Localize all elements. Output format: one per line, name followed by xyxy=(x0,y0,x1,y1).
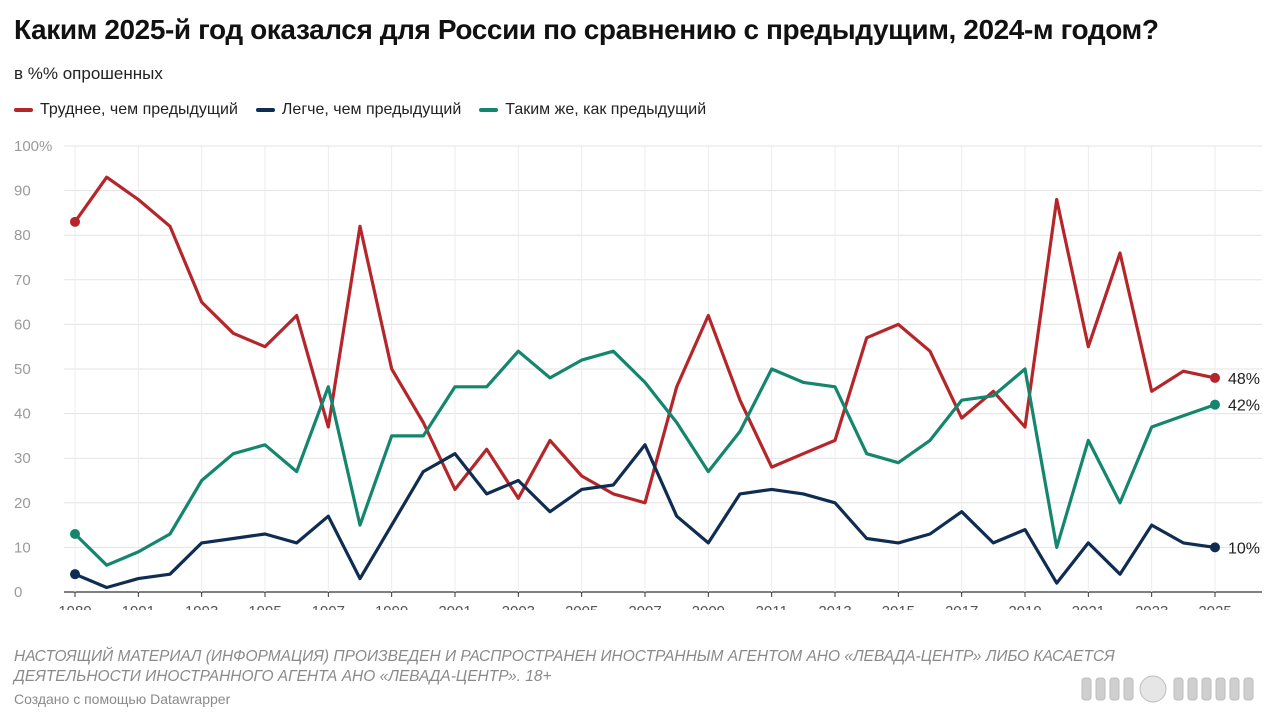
end-point-harder xyxy=(1210,372,1220,383)
legal-note: НАСТОЯЩИЙ МАТЕРИАЛ (ИНФОРМАЦИЯ) ПРОИЗВЕД… xyxy=(14,648,1115,685)
y-tick-label: 0 xyxy=(14,584,22,601)
legend-label-same: Таким же, как предыдущий xyxy=(505,101,707,118)
x-tick-label: 2019 xyxy=(1008,603,1041,610)
start-point-same xyxy=(70,529,80,540)
legend-swatch-easier xyxy=(255,108,275,112)
x-tick-label: 1989 xyxy=(58,603,91,610)
x-tick-label: 1997 xyxy=(312,603,345,610)
y-tick-label: 30 xyxy=(14,450,31,467)
end-label-same: 42% xyxy=(1228,398,1260,415)
legend: Труднее, чем предыдущий Легче, чем преды… xyxy=(14,101,706,119)
x-tick-label: 2007 xyxy=(628,603,661,610)
legend-item-easier: Легче, чем предыдущий xyxy=(255,101,462,119)
series-line-harder xyxy=(73,175,1217,505)
start-point-easier xyxy=(70,569,80,580)
legend-swatch-harder xyxy=(14,108,33,112)
watermark-logo-icon xyxy=(1081,675,1254,703)
x-tick-label: 2023 xyxy=(1135,603,1168,610)
x-tick-label: 2001 xyxy=(438,603,471,610)
y-tick-label: 40 xyxy=(14,406,31,423)
x-tick-label: 2025 xyxy=(1198,603,1231,610)
x-tick-label: 2013 xyxy=(818,603,851,610)
y-tick-label: 100% xyxy=(14,138,52,155)
x-tick-label: 1993 xyxy=(185,603,218,610)
y-tick-label: 10 xyxy=(14,539,31,556)
line-chart: 0 10 20 30 40 50 60 70 80 90 100% 1989 1991 1993 1995 1… xyxy=(14,138,1262,610)
end-label-harder: 48% xyxy=(1228,371,1260,388)
x-tick-label: 1991 xyxy=(122,603,155,610)
legend-swatch-same xyxy=(479,108,499,112)
legend-item-harder: Труднее, чем предыдущий xyxy=(14,101,238,119)
x-tick-label: 2003 xyxy=(502,603,535,610)
x-tick-label: 2011 xyxy=(756,603,788,610)
x-tick-label: 1995 xyxy=(248,603,281,610)
start-point-harder xyxy=(70,216,80,227)
series-line-same xyxy=(73,349,1217,567)
x-tick-label: 1999 xyxy=(375,603,408,610)
end-label-easier: 10% xyxy=(1228,540,1260,557)
datawrapper-credit: Создано с помощью Datawrapper xyxy=(14,691,231,707)
legend-label-harder: Труднее, чем предыдущий xyxy=(40,101,238,118)
y-tick-label: 20 xyxy=(14,495,31,512)
y-tick-label: 60 xyxy=(14,316,31,333)
chart-title: Каким 2025-й год оказался для России по … xyxy=(14,14,1159,45)
y-tick-label: 70 xyxy=(14,272,31,289)
y-tick-label: 90 xyxy=(14,183,31,200)
x-tick-label: 2017 xyxy=(945,603,978,610)
x-tick-label: 2021 xyxy=(1072,603,1105,610)
y-tick-label: 80 xyxy=(14,227,31,244)
legend-label-easier: Легче, чем предыдущий xyxy=(281,101,462,118)
x-tick-label: 2015 xyxy=(882,603,915,610)
end-point-same xyxy=(1210,399,1220,410)
series-line-easier xyxy=(73,443,1217,590)
x-tick-label: 2005 xyxy=(565,603,598,610)
x-tick-label: 2009 xyxy=(692,603,725,610)
chart-subtitle: в %% опрошенных xyxy=(14,64,163,83)
end-point-easier xyxy=(1210,542,1220,553)
y-tick-label: 50 xyxy=(14,361,31,378)
legend-item-same: Таким же, как предыдущий xyxy=(479,101,706,119)
